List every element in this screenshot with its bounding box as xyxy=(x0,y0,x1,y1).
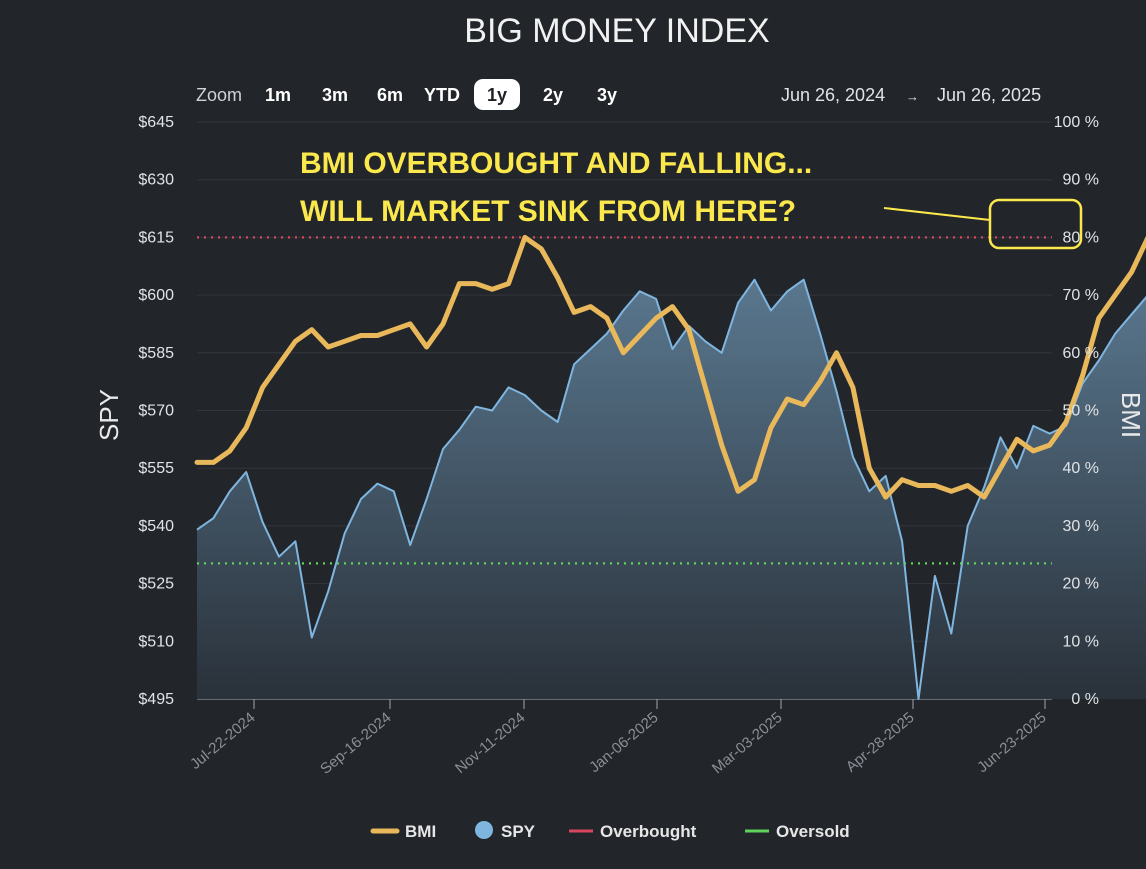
x-tick-label: Jun-23-2025 xyxy=(974,709,1049,776)
zoom-button-label: 3y xyxy=(597,85,617,105)
legend-spy-swatch xyxy=(475,821,493,839)
zoom-button-label: 1m xyxy=(265,85,291,105)
y-left-tick-label: $585 xyxy=(138,345,174,362)
legend-item-spy[interactable]: SPY xyxy=(475,821,536,841)
x-tick-label: Nov-11-2024 xyxy=(452,709,529,777)
legend-overbought-label: Overbought xyxy=(600,822,697,841)
legend: BMI SPY Overbought Oversold xyxy=(370,821,850,841)
chart-title: BIG MONEY INDEX xyxy=(464,12,769,50)
legend-item-overbought[interactable]: Overbought xyxy=(569,822,697,841)
zoom-button-1m[interactable]: 1m xyxy=(265,85,291,105)
annotation-line-2: WILL MARKET SINK FROM HERE? xyxy=(300,195,796,228)
zoom-button-ytd[interactable]: YTD xyxy=(424,85,460,105)
y-right-axis: 100 %90 %80 %70 %60 %50 %40 %30 %20 %10 … xyxy=(1054,114,1099,708)
spy-area-fill xyxy=(197,279,1146,699)
legend-oversold-label: Oversold xyxy=(776,822,850,841)
x-tick-label: Mar-03-2025 xyxy=(709,709,786,777)
zoom-button-label: 1y xyxy=(487,85,507,105)
x-tick-label: Apr-28-2025 xyxy=(843,709,918,776)
y-right-tick-label: 10 % xyxy=(1063,633,1099,650)
range-to[interactable]: Jun 26, 2025 xyxy=(937,85,1041,105)
x-axis: Jul-22-2024 Sep-16-2024 Nov-11-2024 Jan-06-… xyxy=(187,699,1050,778)
x-tick-label: Jan-06-2025 xyxy=(586,709,661,776)
legend-spy-label: SPY xyxy=(501,822,536,841)
y-right-tick-label: 60 % xyxy=(1063,345,1099,362)
spy-line xyxy=(196,278,1146,700)
y-left-tick-label: $540 xyxy=(138,518,174,535)
y-left-axis: $645 $630 $615 $600 $585 $570 $555 $540 $525 $510… xyxy=(138,114,174,708)
y-right-tick-label: 90 % xyxy=(1063,172,1099,189)
y-left-tick-label: $525 xyxy=(138,576,174,593)
legend-item-bmi[interactable]: BMI xyxy=(370,822,436,841)
y-left-tick-label: $495 xyxy=(138,691,174,708)
range-from[interactable]: Jun 26, 2024 xyxy=(781,85,885,105)
zoom-label: Zoom xyxy=(196,85,242,105)
bmi-line xyxy=(194,234,1146,500)
zoom-button-6m[interactable]: 6m xyxy=(377,85,403,105)
y-right-tick-label: 30 % xyxy=(1063,518,1099,535)
bmi-series xyxy=(194,234,1146,500)
y-right-tick-label: 50 % xyxy=(1063,403,1099,420)
x-tick-label: Jul-22-2024 xyxy=(187,709,259,773)
zoom-buttons: 1m 3m 6m YTD 1y 2y 3y xyxy=(265,79,617,110)
zoom-button-2y[interactable]: 2y xyxy=(543,85,563,105)
zoom-button-label: 2y xyxy=(543,85,563,105)
zoom-button-3m[interactable]: 3m xyxy=(322,85,348,105)
y-left-tick-label: $630 xyxy=(138,172,174,189)
y-left-tick-label: $555 xyxy=(138,460,174,477)
annotation-highlight-box xyxy=(988,198,1083,250)
y-right-tick-label: 0 % xyxy=(1071,691,1099,708)
y-left-tick-label: $600 xyxy=(138,287,174,304)
zoom-button-label: 6m xyxy=(377,85,403,105)
y-right-tick-label: 70 % xyxy=(1063,287,1099,304)
y-right-tick-label: 40 % xyxy=(1063,460,1099,477)
annotation-pointer xyxy=(883,207,991,221)
spy-series xyxy=(196,278,1146,700)
legend-item-oversold[interactable]: Oversold xyxy=(745,822,850,841)
y-right-axis-title: BMI xyxy=(1116,392,1146,438)
annotation-line-1: BMI OVERBOUGHT AND FALLING... xyxy=(300,147,812,180)
y-left-axis-title: SPY xyxy=(94,389,124,441)
zoom-button-label: 3m xyxy=(322,85,348,105)
zoom-button-active-bg xyxy=(474,79,520,110)
legend-bmi-label: BMI xyxy=(405,822,436,841)
y-left-tick-label: $570 xyxy=(138,403,174,420)
y-right-tick-label: 100 % xyxy=(1054,114,1099,131)
y-left-tick-label: $510 xyxy=(138,633,174,650)
range-arrow: → xyxy=(906,89,919,104)
zoom-button-1y[interactable]: 1y xyxy=(474,79,520,110)
x-tick-label: Sep-16-2024 xyxy=(317,709,394,778)
y-left-tick-label: $645 xyxy=(138,114,174,131)
y-right-tick-label: 20 % xyxy=(1063,576,1099,593)
y-left-tick-label: $615 xyxy=(138,229,174,246)
zoom-button-3y[interactable]: 3y xyxy=(597,85,617,105)
zoom-button-label: YTD xyxy=(424,85,460,105)
threshold-lines xyxy=(197,236,1052,565)
